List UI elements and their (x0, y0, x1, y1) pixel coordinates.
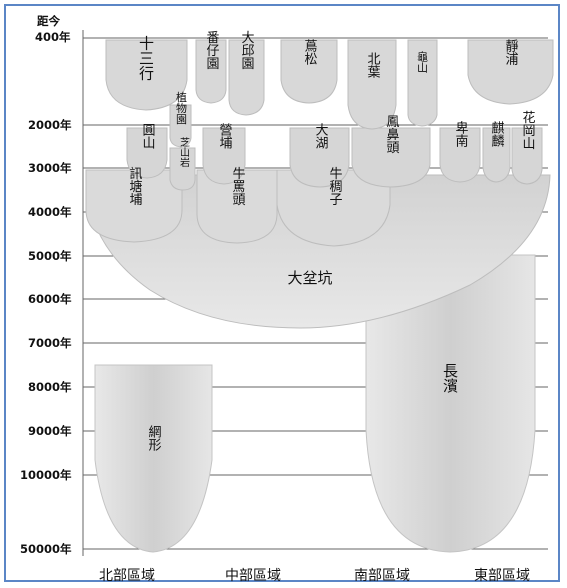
era-label: 5000年 (28, 249, 72, 263)
site-label-zhiwuyuan: 植物園 (175, 90, 188, 125)
site-label-guishan: 龜山 (416, 51, 429, 73)
era-label: 8000年 (28, 380, 72, 394)
site-label-fengbitou: 鳳鼻頭 (384, 115, 400, 154)
dabuyuan-blob (228, 39, 265, 116)
qilin-blob (482, 127, 511, 183)
site-label-niuchouzi: 牛稠子 (327, 167, 343, 206)
site-label-xuntangpu: 訊塘埔 (127, 167, 143, 206)
site-label-shisanhang: 十三行 (137, 36, 155, 82)
era-label: 9000年 (28, 424, 72, 438)
site-label-jingpu: 靜浦 (503, 39, 519, 65)
zhishanyan-blob (169, 147, 196, 191)
site-label-dabenkeng: 大坌坑 (287, 269, 332, 287)
era-label: 2000年 (28, 118, 72, 132)
era-label: 10000年 (20, 468, 72, 482)
era-label: 6000年 (28, 292, 72, 306)
niumatou-blob (196, 169, 278, 244)
site-labels: 十三行 番仔園 大邱園 蔦松 北葉 龜山 靜浦 植物園 圓山 芝山岩 營埔 大湖… (127, 31, 536, 453)
region-label-south: 南部區域 (354, 568, 410, 584)
era-label: 4000年 (28, 205, 72, 219)
era-label: 7000年 (28, 336, 72, 350)
region-label-north: 北部區域 (99, 568, 155, 584)
header-400-label: 400年 (35, 30, 71, 44)
zhiwuyuan-blob (169, 104, 192, 148)
site-label-yingpu: 營埔 (217, 123, 233, 149)
site-label-wangxing: 網形 (146, 425, 162, 452)
site-label-changbin: 長濱 (441, 363, 459, 394)
site-label-niumatou: 牛罵頭 (230, 167, 246, 206)
header-label: 距今 (37, 14, 60, 28)
niusong-blob (280, 39, 338, 104)
era-labels: 2000年 3000年 4000年 5000年 6000年 7000年 8000… (20, 118, 72, 556)
site-label-dahu: 大湖 (313, 123, 329, 149)
region-label-central: 中部區域 (225, 568, 281, 584)
site-label-yuanshan: 圓山 (140, 123, 155, 149)
yuanshan-blob (126, 127, 168, 179)
fengbitou-blob (351, 127, 431, 188)
yingpu-blob (202, 127, 246, 185)
jingpu-blob (467, 39, 554, 105)
shisanhang-blob (105, 39, 188, 111)
site-label-huagangshan: 花岡山 (520, 110, 536, 150)
wangxing-blob (94, 364, 213, 553)
era-label: 3000年 (28, 161, 72, 175)
changbin-blob (365, 254, 536, 553)
huagangshan-blob (511, 127, 543, 185)
site-label-dabuyuan: 大邱園 (239, 31, 255, 70)
guishan-blob (407, 39, 438, 127)
site-label-qilin: 麒麟 (489, 120, 505, 147)
beinan-blob (439, 127, 481, 183)
era-label: 50000年 (20, 542, 72, 556)
dahu-blob (289, 127, 350, 188)
fanziyuan-blob (195, 39, 227, 104)
niuchouzi-blob (276, 169, 391, 247)
site-label-fanziyuan: 番仔園 (204, 31, 220, 70)
site-label-beiye: 北葉 (365, 52, 381, 78)
site-label-beinan: 卑南 (453, 120, 469, 147)
site-label-zhishanyan: 芝山岩 (178, 136, 190, 168)
region-labels: 北部區域 中部區域 南部區域 東部區域 (99, 568, 530, 584)
region-label-east: 東部區域 (474, 568, 530, 584)
xuntangpu-blob (85, 169, 183, 243)
beiye-blob (347, 39, 397, 130)
site-label-niusong: 蔦松 (302, 39, 318, 65)
